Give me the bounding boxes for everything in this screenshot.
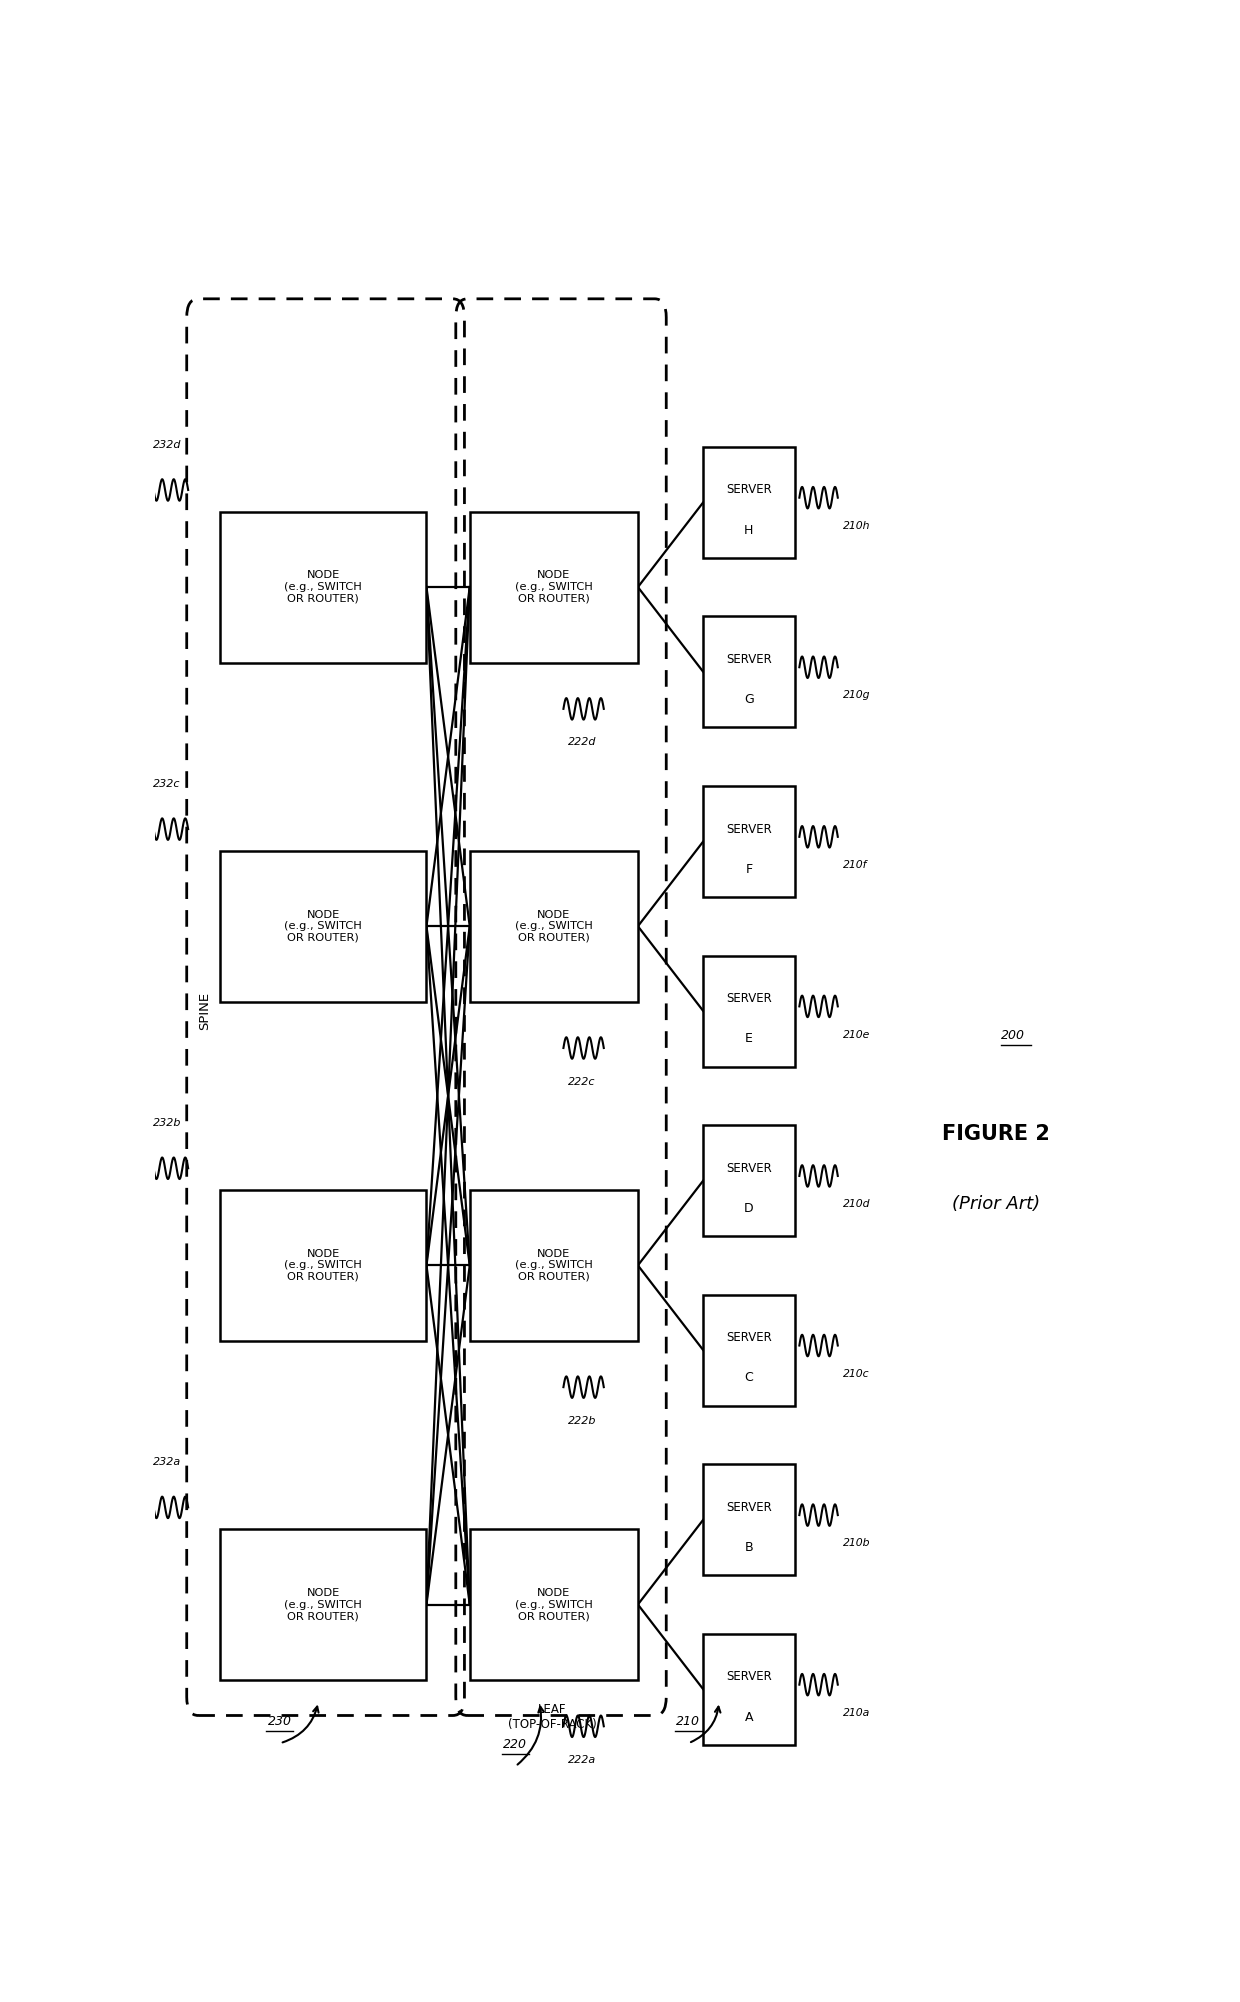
Text: F: F xyxy=(745,863,753,875)
Bar xyxy=(703,787,795,897)
Bar xyxy=(219,1189,427,1341)
Text: 232d: 232d xyxy=(153,440,181,450)
Text: A: A xyxy=(745,1710,753,1724)
Text: NODE
(e.g., SWITCH
OR ROUTER): NODE (e.g., SWITCH OR ROUTER) xyxy=(284,571,362,605)
Text: SERVER: SERVER xyxy=(727,993,771,1005)
Text: FIGURE 2: FIGURE 2 xyxy=(942,1125,1050,1145)
Text: 222d: 222d xyxy=(568,737,596,747)
Bar xyxy=(703,1295,795,1405)
Text: SERVER: SERVER xyxy=(727,482,771,496)
Text: SPINE: SPINE xyxy=(198,991,212,1031)
Text: 232b: 232b xyxy=(153,1119,181,1129)
Text: 222a: 222a xyxy=(568,1756,596,1766)
Text: NODE
(e.g., SWITCH
OR ROUTER): NODE (e.g., SWITCH OR ROUTER) xyxy=(515,571,593,605)
Text: 210b: 210b xyxy=(843,1538,870,1548)
Text: 232c: 232c xyxy=(153,779,180,789)
Bar xyxy=(703,617,795,727)
Text: B: B xyxy=(744,1542,753,1554)
Bar xyxy=(470,1189,637,1341)
Text: 222b: 222b xyxy=(568,1415,596,1425)
Text: NODE
(e.g., SWITCH
OR ROUTER): NODE (e.g., SWITCH OR ROUTER) xyxy=(515,909,593,943)
Text: 210d: 210d xyxy=(843,1199,870,1209)
Bar xyxy=(703,955,795,1067)
Text: D: D xyxy=(744,1201,754,1215)
Text: NODE
(e.g., SWITCH
OR ROUTER): NODE (e.g., SWITCH OR ROUTER) xyxy=(284,1588,362,1622)
Text: LEAF
(TOP-OF-RACK): LEAF (TOP-OF-RACK) xyxy=(507,1704,596,1732)
Text: 210g: 210g xyxy=(843,691,870,701)
Text: C: C xyxy=(744,1371,753,1385)
Text: SERVER: SERVER xyxy=(727,823,771,835)
Text: SERVER: SERVER xyxy=(727,1502,771,1514)
Bar xyxy=(470,1530,637,1680)
Text: 210e: 210e xyxy=(843,1029,870,1039)
Text: 222c: 222c xyxy=(568,1077,595,1087)
Bar xyxy=(219,1530,427,1680)
Text: NODE
(e.g., SWITCH
OR ROUTER): NODE (e.g., SWITCH OR ROUTER) xyxy=(284,909,362,943)
Text: SERVER: SERVER xyxy=(727,653,771,667)
Bar xyxy=(703,1125,795,1235)
Text: 210h: 210h xyxy=(843,521,870,531)
Bar xyxy=(219,851,427,1001)
Text: 210c: 210c xyxy=(843,1369,869,1379)
Text: 210: 210 xyxy=(676,1716,701,1728)
Text: 210f: 210f xyxy=(843,861,867,871)
Text: SERVER: SERVER xyxy=(727,1331,771,1343)
Text: (Prior Art): (Prior Art) xyxy=(952,1195,1040,1213)
Text: NODE
(e.g., SWITCH
OR ROUTER): NODE (e.g., SWITCH OR ROUTER) xyxy=(515,1588,593,1622)
Bar xyxy=(703,1634,795,1746)
Bar xyxy=(470,851,637,1001)
Text: NODE
(e.g., SWITCH
OR ROUTER): NODE (e.g., SWITCH OR ROUTER) xyxy=(284,1249,362,1281)
Bar xyxy=(703,1463,795,1576)
Text: 220: 220 xyxy=(503,1738,527,1752)
Text: 200: 200 xyxy=(1001,1029,1024,1041)
Text: SERVER: SERVER xyxy=(727,1670,771,1684)
Bar xyxy=(219,513,427,663)
Text: NODE
(e.g., SWITCH
OR ROUTER): NODE (e.g., SWITCH OR ROUTER) xyxy=(515,1249,593,1281)
Text: G: G xyxy=(744,693,754,707)
Text: E: E xyxy=(745,1033,753,1045)
Text: H: H xyxy=(744,525,754,537)
Text: 210a: 210a xyxy=(843,1708,869,1718)
Bar xyxy=(703,446,795,559)
Bar xyxy=(470,513,637,663)
Text: SERVER: SERVER xyxy=(727,1161,771,1175)
Text: 230: 230 xyxy=(268,1716,291,1728)
Text: 232a: 232a xyxy=(153,1457,181,1467)
